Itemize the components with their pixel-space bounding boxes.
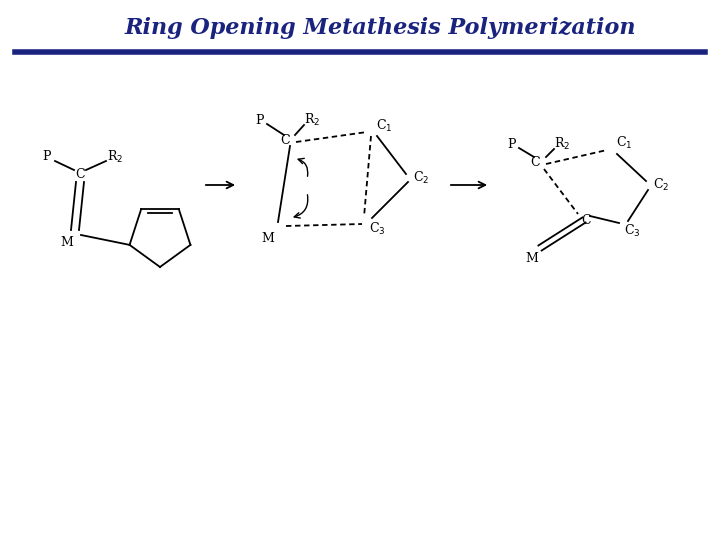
Text: Ring Opening Metathesis Polymerization: Ring Opening Metathesis Polymerization bbox=[125, 17, 636, 39]
Text: C$_3$: C$_3$ bbox=[369, 221, 385, 237]
Text: C$_1$: C$_1$ bbox=[616, 135, 632, 151]
Text: C$_2$: C$_2$ bbox=[413, 170, 429, 186]
Text: P: P bbox=[42, 151, 51, 164]
Text: M: M bbox=[60, 237, 73, 249]
Text: R$_2$: R$_2$ bbox=[107, 149, 123, 165]
Text: C: C bbox=[75, 168, 85, 181]
Text: M: M bbox=[526, 252, 539, 265]
Text: C$_2$: C$_2$ bbox=[653, 177, 669, 193]
Text: C: C bbox=[280, 133, 290, 146]
Text: C: C bbox=[530, 156, 540, 168]
Text: C$_3$: C$_3$ bbox=[624, 223, 640, 239]
Text: P: P bbox=[256, 113, 264, 126]
Text: R$_2$: R$_2$ bbox=[554, 136, 570, 152]
Text: P: P bbox=[508, 138, 516, 151]
Text: M: M bbox=[261, 232, 274, 245]
Text: C$_1$: C$_1$ bbox=[376, 118, 392, 134]
Text: C: C bbox=[581, 214, 591, 227]
Text: R$_2$: R$_2$ bbox=[304, 112, 320, 128]
